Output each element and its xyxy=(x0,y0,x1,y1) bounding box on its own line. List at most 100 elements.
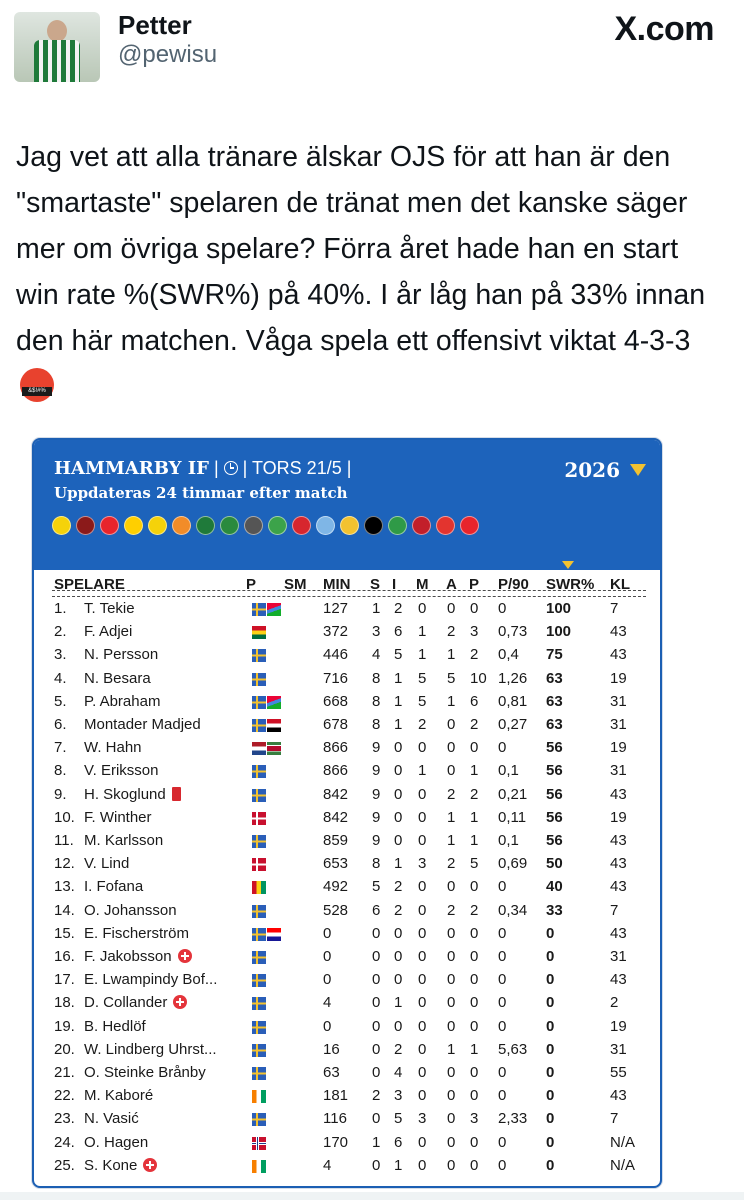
cell-p90: 0 xyxy=(498,971,507,989)
table-row[interactable]: 2. F. Adjei 372 3 6 1 2 3 0,73 100 43 xyxy=(34,621,660,644)
cell-min: 0 xyxy=(323,924,332,942)
table-row[interactable]: 4. N. Besara 716 8 1 5 5 10 1,26 63 19 xyxy=(34,668,660,691)
player-name-text: M. Kaboré xyxy=(84,1087,154,1105)
flag-no-icon xyxy=(252,1136,266,1150)
cell-a: 0 xyxy=(447,762,456,780)
table-row[interactable]: 6. Montader Madjed 678 8 1 2 0 2 0,27 63 31 xyxy=(34,714,660,737)
cell-min: 16 xyxy=(323,1040,340,1058)
cell-i: 0 xyxy=(394,739,403,757)
nationality-flags xyxy=(252,742,281,756)
cell-p90: 2,33 xyxy=(498,1110,528,1128)
table-row[interactable]: 22. M. Kaboré 181 2 3 0 0 0 0 0 43 xyxy=(34,1085,660,1108)
th-swr: SWR% xyxy=(546,576,595,593)
cell-min: 866 xyxy=(323,739,349,757)
cell-p90: 0,69 xyxy=(498,855,528,873)
table-row[interactable]: 20. W. Lindberg Uhrst... 16 0 2 0 1 1 5,63 0 31 xyxy=(34,1039,660,1062)
cell-min: 668 xyxy=(323,692,349,710)
table-row[interactable]: 11. M. Karlsson 859 9 0 0 1 1 0,1 56 43 xyxy=(34,830,660,853)
table-row[interactable]: 5. P. Abraham 668 8 1 5 1 6 0,81 63 31 xyxy=(34,691,660,714)
cell-pts: 3 xyxy=(470,623,479,641)
nationality-flags xyxy=(252,788,266,802)
club-badge-icon xyxy=(244,516,263,535)
cell-swr: 0 xyxy=(546,1087,555,1105)
player-name-text: Montader Madjed xyxy=(84,716,201,733)
club-badge-icon xyxy=(100,516,119,535)
player-name: F. Adjei xyxy=(84,621,132,643)
cell-swr: 100 xyxy=(546,623,572,641)
table-row[interactable]: 24. O. Hagen 170 1 6 0 0 0 0 0 N/A xyxy=(34,1132,660,1155)
cell-a: 0 xyxy=(447,600,456,617)
table-row[interactable]: 8. V. Eriksson 866 9 0 1 0 1 0,1 56 31 xyxy=(34,760,660,783)
display-name[interactable]: Petter xyxy=(118,10,192,40)
cell-pts: 0 xyxy=(470,739,479,757)
player-name-text: E. Fischerström xyxy=(84,924,190,942)
cell-kl: 31 xyxy=(610,716,627,733)
cell-swr: 100 xyxy=(546,600,572,617)
cell-pts: 0 xyxy=(470,1156,479,1174)
cell-i: 2 xyxy=(394,878,403,896)
table-row[interactable]: 1. T. Tekie 127 1 2 0 0 0 0 100 7 xyxy=(34,598,660,621)
cell-m: 0 xyxy=(418,808,427,826)
user-info[interactable]: Petter @pewisu xyxy=(118,10,217,70)
bottom-divider xyxy=(0,1192,744,1200)
table-row[interactable]: 23. N. Vasić 116 0 5 3 0 3 2,33 0 7 xyxy=(34,1108,660,1131)
nationality-flags xyxy=(252,719,281,732)
table-row[interactable]: 25. S. Kone 4 0 1 0 0 0 0 0 N/A xyxy=(34,1155,660,1178)
flag-se-icon xyxy=(252,1067,266,1080)
th-p90: P/90 xyxy=(498,576,529,593)
club-badge-icon xyxy=(292,516,311,535)
cell-pts: 0 xyxy=(470,878,479,896)
player-name: W. Lindberg Uhrst... xyxy=(84,1039,217,1061)
cell-s: 9 xyxy=(372,808,381,826)
player-name: P. Abraham xyxy=(84,691,160,713)
table-row[interactable]: 18. D. Collander 4 0 1 0 0 0 0 0 2 xyxy=(34,992,660,1015)
nationality-flags xyxy=(252,904,266,918)
cell-swr: 56 xyxy=(546,785,563,803)
cell-p90: 0 xyxy=(498,878,507,896)
cell-min: 372 xyxy=(323,623,349,641)
cell-pts: 2 xyxy=(470,716,479,733)
cell-kl: 31 xyxy=(610,692,627,710)
cell-a: 2 xyxy=(447,901,456,919)
table-row[interactable]: 16. F. Jakobsson 0 0 0 0 0 0 0 0 31 xyxy=(34,946,660,969)
table-row[interactable]: 7. W. Hahn 866 9 0 0 0 0 0 56 19 xyxy=(34,737,660,760)
table-row[interactable]: 10. F. Winther 842 9 0 0 1 1 0,11 56 19 xyxy=(34,807,660,830)
flag-ci-icon xyxy=(252,1159,266,1173)
player-name-text: O. Johansson xyxy=(84,901,177,919)
cell-a: 1 xyxy=(447,808,456,826)
cell-min: 127 xyxy=(323,600,349,617)
table-row[interactable]: 15. E. Fischerström 0 0 0 0 0 0 0 0 43 xyxy=(34,923,660,946)
row-rank: 19. xyxy=(54,1017,75,1035)
table-row[interactable]: 19. B. Hedlöf 0 0 0 0 0 0 0 0 19 xyxy=(34,1016,660,1039)
cell-i: 2 xyxy=(394,901,403,919)
club-badge-icon xyxy=(340,516,359,535)
table-row[interactable]: 21. O. Steinke Brånby 63 0 4 0 0 0 0 0 55 xyxy=(34,1062,660,1085)
avatar[interactable] xyxy=(14,12,100,82)
cell-p90: 0,73 xyxy=(498,623,528,641)
table-row[interactable]: 12. V. Lind 653 8 1 3 2 5 0,69 50 43 xyxy=(34,853,660,876)
table-row[interactable]: 14. O. Johansson 528 6 2 0 2 2 0,34 33 7 xyxy=(34,900,660,923)
club-badge-icon xyxy=(124,516,143,535)
user-handle[interactable]: @pewisu xyxy=(118,41,218,68)
nationality-flags xyxy=(252,881,266,895)
cell-kl: 2 xyxy=(610,994,619,1012)
table-row[interactable]: 9. H. Skoglund 842 9 0 0 2 2 0,21 56 43 xyxy=(34,784,660,807)
cell-s: 5 xyxy=(372,878,381,896)
cell-swr: 0 xyxy=(546,1110,555,1128)
cell-m: 1 xyxy=(418,762,427,780)
team-name: HAMMARBY IF xyxy=(54,458,209,479)
table-row[interactable]: 13. I. Fofana 492 5 2 0 0 0 0 40 43 xyxy=(34,876,660,899)
cell-i: 1 xyxy=(394,716,403,733)
year-label: 2026 xyxy=(564,458,620,482)
stats-card-image[interactable]: HAMMARBY IF | | TORS 21/5 | Uppdateras 2… xyxy=(32,438,662,1188)
table-row[interactable]: 3. N. Persson 446 4 5 1 1 2 0,4 75 43 xyxy=(34,644,660,667)
cell-s: 0 xyxy=(372,994,381,1012)
club-badge-icon xyxy=(196,516,215,535)
cell-m: 0 xyxy=(418,600,427,617)
table-row[interactable]: 17. E. Lwampindy Bof... 0 0 0 0 0 0 0 0 43 xyxy=(34,969,660,992)
player-name: F. Winther xyxy=(84,807,152,829)
player-name-text: O. Steinke Brånby xyxy=(84,1064,206,1081)
cell-i: 1 xyxy=(394,1156,403,1174)
cell-a: 0 xyxy=(447,1110,456,1128)
nationality-flags xyxy=(252,997,266,1011)
